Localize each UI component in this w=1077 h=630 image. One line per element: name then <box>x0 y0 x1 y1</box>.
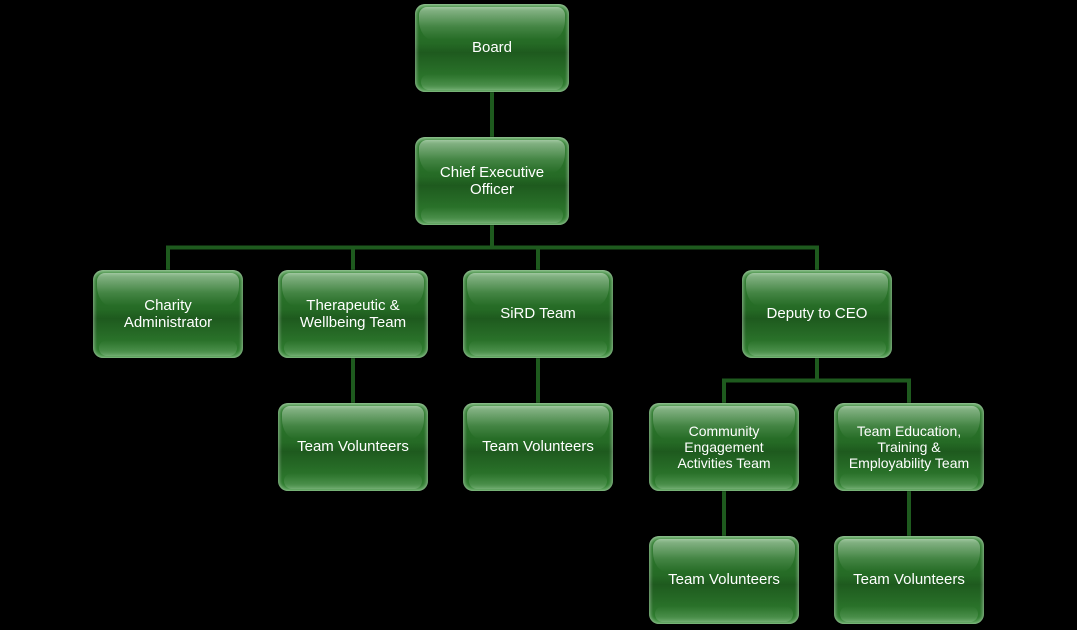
node-team-volunteers-1: Team Volunteers <box>278 403 428 491</box>
node-label: Chief Executive Officer <box>423 164 561 199</box>
org-chart-canvas: Board Chief Executive Officer Charity Ad… <box>0 0 1077 630</box>
node-label: Deputy to CEO <box>750 305 884 322</box>
node-therapeutic-wellbeing: Therapeutic & Wellbeing Team <box>278 270 428 358</box>
node-sird-team: SiRD Team <box>463 270 613 358</box>
node-board: Board <box>415 4 569 92</box>
node-label: Community Engagement Activities Team <box>657 423 791 471</box>
node-label: Team Volunteers <box>842 571 976 588</box>
node-label: Therapeutic & Wellbeing Team <box>286 297 420 332</box>
node-team-volunteers-4: Team Volunteers <box>834 536 984 624</box>
node-label: Charity Administrator <box>101 297 235 332</box>
node-education-training: Team Education, Training & Employability… <box>834 403 984 491</box>
node-team-volunteers-3: Team Volunteers <box>649 536 799 624</box>
node-label: Team Volunteers <box>657 571 791 588</box>
node-label: Team Volunteers <box>286 438 420 455</box>
node-ceo: Chief Executive Officer <box>415 137 569 225</box>
node-charity-administrator: Charity Administrator <box>93 270 243 358</box>
node-team-volunteers-2: Team Volunteers <box>463 403 613 491</box>
node-label: Team Education, Training & Employability… <box>842 423 976 471</box>
node-label: Board <box>423 39 561 56</box>
node-community-engagement: Community Engagement Activities Team <box>649 403 799 491</box>
node-deputy-ceo: Deputy to CEO <box>742 270 892 358</box>
node-label: SiRD Team <box>471 305 605 322</box>
node-label: Team Volunteers <box>471 438 605 455</box>
